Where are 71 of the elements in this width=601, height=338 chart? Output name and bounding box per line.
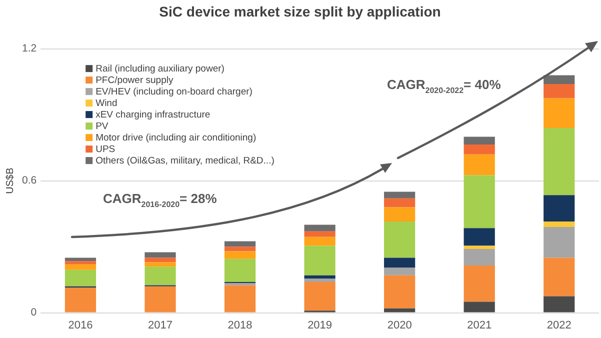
legend-label: PV: [96, 121, 109, 132]
legend-label: Wind: [96, 98, 118, 110]
bar: [464, 144, 495, 154]
bar: [384, 192, 416, 198]
bar: [464, 249, 495, 266]
x-tick-label: 2021: [467, 319, 492, 332]
x-tick-label: 2022: [546, 319, 572, 332]
x-tick-label: 2016: [68, 319, 93, 332]
legend-label: Motor drive (including air conditioning): [96, 132, 256, 144]
bar: [544, 227, 575, 258]
legend-label: UPS: [96, 144, 116, 156]
bar: [144, 262, 176, 267]
legend-label: xEV charging infrastructure: [96, 110, 210, 121]
bar: [304, 282, 336, 311]
bar: [304, 278, 336, 282]
bar: [464, 175, 495, 228]
bar: [384, 198, 416, 208]
bar: [464, 266, 495, 302]
x-tick-label: 2018: [228, 319, 252, 332]
bar: [384, 207, 416, 222]
bar: [544, 84, 575, 98]
bar: [224, 241, 256, 247]
bar: [144, 266, 176, 286]
bar: [224, 246, 256, 252]
bar: [144, 286, 176, 312]
bar: [64, 258, 96, 262]
bar: [224, 251, 256, 259]
bar: [304, 275, 336, 279]
bar: [464, 246, 495, 249]
bar: [384, 222, 416, 258]
bar: [544, 222, 575, 227]
x-tick-label: 2017: [148, 319, 172, 332]
x-tick-label: 2020: [387, 319, 412, 332]
annotation: CAGR$_{2016-2020}$= 28%: [103, 191, 217, 209]
legend-label: PFC/power supply: [96, 75, 174, 86]
legend-label: EV/HEV (including on-board charger): [96, 86, 252, 98]
bar: [384, 275, 416, 308]
bar: [384, 308, 416, 312]
bar: [464, 154, 495, 176]
bar: [544, 128, 575, 196]
bar: [64, 261, 96, 264]
bar: [304, 236, 336, 246]
y-axis-title: US$B: [4, 167, 16, 194]
bar: [544, 75, 575, 84]
bar: [64, 264, 96, 270]
x-tick-label: 2019: [308, 319, 332, 332]
legend-label: Rail (including auxiliary power): [96, 64, 224, 75]
y-tick-label: 1.2: [22, 42, 37, 55]
bar: [464, 302, 495, 312]
bar: [304, 224, 336, 232]
bar: [384, 258, 416, 268]
bar: [464, 136, 495, 144]
chart-title: SiC device market size split by application: [159, 3, 441, 20]
bar: [144, 252, 176, 258]
bar: [224, 285, 256, 312]
y-tick-label: 0.6: [22, 174, 37, 187]
bar: [544, 195, 575, 222]
bar: [464, 228, 495, 246]
y-tick-label: 0: [30, 306, 37, 319]
bar: [224, 258, 256, 282]
bar: [304, 231, 336, 237]
bar: [544, 296, 575, 312]
bar: [64, 270, 96, 286]
bar: [144, 258, 176, 262]
bar: [544, 258, 575, 296]
bar: [384, 268, 416, 276]
legend-label: Others (Oil&Gas, military, medical, R&D...): [96, 156, 274, 167]
annotation: CAGR$_{2020-2022}$= 40%: [387, 77, 501, 95]
bar: [64, 288, 96, 312]
bar: [544, 98, 575, 128]
bar: [304, 246, 336, 276]
